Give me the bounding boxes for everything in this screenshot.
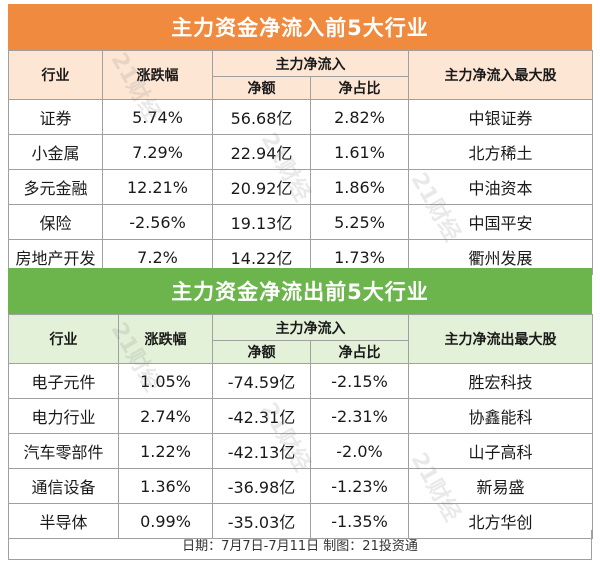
table-row: 保险 -2.56% 19.13亿 5.25% 中国平安 — [8, 204, 593, 240]
net-cell: 22.94亿 — [212, 134, 311, 170]
outflow-header-group: 主力净流入 — [212, 314, 409, 341]
inflow-header-group: 主力净流入 — [212, 50, 409, 77]
table-row: 多元金融 12.21% 20.92亿 1.86% 中油资本 — [8, 169, 593, 205]
change-cell: 1.36% — [118, 468, 213, 504]
change-cell: 0.99% — [118, 503, 213, 539]
change-cell: 7.29% — [102, 134, 213, 170]
inflow-header-industry: 行业 — [8, 50, 103, 100]
net-cell: 56.68亿 — [212, 99, 311, 135]
ratio-cell: -2.31% — [310, 398, 409, 434]
inflow-header-ratio: 净占比 — [310, 76, 409, 100]
industry-cell: 通信设备 — [8, 468, 119, 504]
outflow-header-ratio: 净占比 — [310, 340, 409, 364]
outflow-header-net: 净额 — [212, 340, 311, 364]
net-cell: -42.31亿 — [212, 398, 311, 434]
net-cell: -35.03亿 — [212, 503, 311, 539]
net-cell: -74.59亿 — [212, 363, 311, 399]
change-cell: 12.21% — [102, 169, 213, 205]
industry-cell: 保险 — [8, 204, 103, 240]
stock-cell: 山子高科 — [408, 433, 593, 469]
table-row: 汽车零部件 1.22% -42.13亿 -2.0% 山子高科 — [8, 433, 593, 469]
table-row: 小金属 7.29% 22.94亿 1.61% 北方稀土 — [8, 134, 593, 170]
industry-cell: 小金属 — [8, 134, 103, 170]
stock-cell: 协鑫能科 — [408, 398, 593, 434]
stock-cell: 北方华创 — [408, 503, 593, 539]
inflow-table: 行业 涨跌幅 主力净流入 主力净流入最大股 净额 净占比 证券 5.74% 56… — [8, 50, 593, 275]
ratio-cell: 5.25% — [310, 204, 409, 240]
ratio-cell: -2.15% — [310, 363, 409, 399]
stock-cell: 中油资本 — [408, 169, 593, 205]
inflow-header-net: 净额 — [212, 76, 311, 100]
inflow-header-change: 涨跌幅 — [102, 50, 213, 100]
ratio-cell: 1.61% — [310, 134, 409, 170]
stock-cell: 胜宏科技 — [408, 363, 593, 399]
change-cell: 5.74% — [102, 99, 213, 135]
net-cell: 20.92亿 — [212, 169, 311, 205]
industry-cell: 电力行业 — [8, 398, 119, 434]
outflow-header-top-stock: 主力净流出最大股 — [408, 314, 593, 364]
stock-cell: 中国平安 — [408, 204, 593, 240]
table-row: 电子元件 1.05% -74.59亿 -2.15% 胜宏科技 — [8, 363, 593, 399]
change-cell: 2.74% — [118, 398, 213, 434]
outflow-table: 行业 涨跌幅 主力净流入 主力净流出最大股 净额 净占比 电子元件 1.05% … — [8, 314, 593, 539]
outflow-header-industry: 行业 — [8, 314, 119, 364]
source-footer: 日期：7月7日-7月11日 制图：21投资通 — [8, 530, 592, 560]
ratio-cell: -1.23% — [310, 468, 409, 504]
inflow-header-top-stock: 主力净流入最大股 — [408, 50, 593, 100]
change-cell: 1.22% — [118, 433, 213, 469]
table-row: 证券 5.74% 56.68亿 2.82% 中银证券 — [8, 99, 593, 135]
ratio-cell: -1.35% — [310, 503, 409, 539]
net-cell: -42.13亿 — [212, 433, 311, 469]
stock-cell: 北方稀土 — [408, 134, 593, 170]
outflow-header-change: 涨跌幅 — [118, 314, 213, 364]
ratio-cell: 2.82% — [310, 99, 409, 135]
ratio-cell: -2.0% — [310, 433, 409, 469]
ratio-cell: 1.86% — [310, 169, 409, 205]
stock-cell: 中银证券 — [408, 99, 593, 135]
outflow-title: 主力资金净流出前5大行业 — [8, 268, 592, 314]
table-row: 半导体 0.99% -35.03亿 -1.35% 北方华创 — [8, 503, 593, 539]
stock-cell: 新易盛 — [408, 468, 593, 504]
change-cell: -2.56% — [102, 204, 213, 240]
table-row: 通信设备 1.36% -36.98亿 -1.23% 新易盛 — [8, 468, 593, 504]
table-row: 电力行业 2.74% -42.31亿 -2.31% 协鑫能科 — [8, 398, 593, 434]
industry-cell: 电子元件 — [8, 363, 119, 399]
industry-cell: 证券 — [8, 99, 103, 135]
inflow-title: 主力资金净流入前5大行业 — [8, 4, 592, 50]
net-cell: 19.13亿 — [212, 204, 311, 240]
net-cell: -36.98亿 — [212, 468, 311, 504]
industry-cell: 多元金融 — [8, 169, 103, 205]
change-cell: 1.05% — [118, 363, 213, 399]
industry-cell: 汽车零部件 — [8, 433, 119, 469]
